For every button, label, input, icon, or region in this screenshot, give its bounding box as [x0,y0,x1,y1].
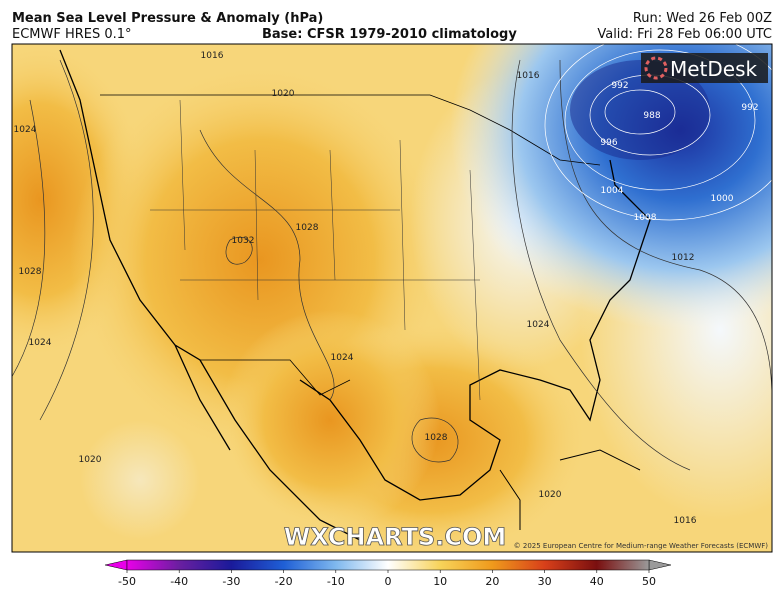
valid: Valid: Fri 28 Feb 06:00 UTC [597,27,772,42]
colorbar-tick-label: -20 [275,575,293,588]
colorbar-tick-label: 0 [385,575,392,588]
contour-label: 1020 [272,89,295,99]
contour-label: 1028 [296,223,319,233]
logo: MetDesk [670,57,758,81]
contour-label: 1024 [527,320,550,330]
colorbar-tick-label: -50 [118,575,136,588]
contour-label: 1012 [672,253,695,263]
colorbar-gradient [126,559,650,571]
title: Mean Sea Level Pressure & Anomaly (hPa) [12,11,323,26]
credit: © 2025 European Centre for Medium-range … [514,542,769,550]
contour-label: 1020 [539,490,562,500]
run: Run: Wed 26 Feb 00Z [633,11,772,26]
colorbar-arrow-low [104,559,128,571]
contour-label: 1008 [634,213,657,223]
contour-label: 1000 [711,194,734,204]
watermark: WXCHARTS.COM [284,523,506,551]
contour-label: 1016 [201,51,224,61]
colorbar-tick-label: 20 [485,575,499,588]
colorbar-arrow-high [648,559,672,571]
colorbar-tick-label: 30 [538,575,552,588]
map: 1016 1020 1024 1028 1032 1028 1024 1024 1028 1024… [12,44,772,552]
colorbar: -50 -40 -30 -20 -10 0 10 20 30 40 50 [104,559,672,588]
colorbar-tick-label: -40 [170,575,188,588]
contour-label: 1024 [331,353,354,363]
model: ECMWF HRES 0.1° [12,27,132,42]
contour-label: 1004 [601,186,624,196]
map-frame [11,43,773,553]
contour-label: 1016 [517,71,540,81]
base: Base: CFSR 1979-2010 climatology [262,27,517,42]
contour-label: 988 [643,111,660,121]
contour-label: 1028 [19,267,42,277]
contour-label: 1024 [29,338,52,348]
contour-label: 1024 [14,125,37,135]
contour-label: 992 [611,81,628,91]
colorbar-tick-label: 50 [642,575,656,588]
contour-label: 996 [600,138,617,148]
contour-label: 1028 [425,433,448,443]
contour-label: 992 [741,103,758,113]
colorbar-tick-label: 40 [590,575,604,588]
contour-label: 1020 [79,455,102,465]
colorbar-tick-label: -10 [327,575,345,588]
colorbar-tick-label: -30 [222,575,240,588]
contour-label: 1016 [674,516,697,526]
contour-label: 1032 [232,236,255,246]
colorbar-tick-label: 10 [433,575,447,588]
